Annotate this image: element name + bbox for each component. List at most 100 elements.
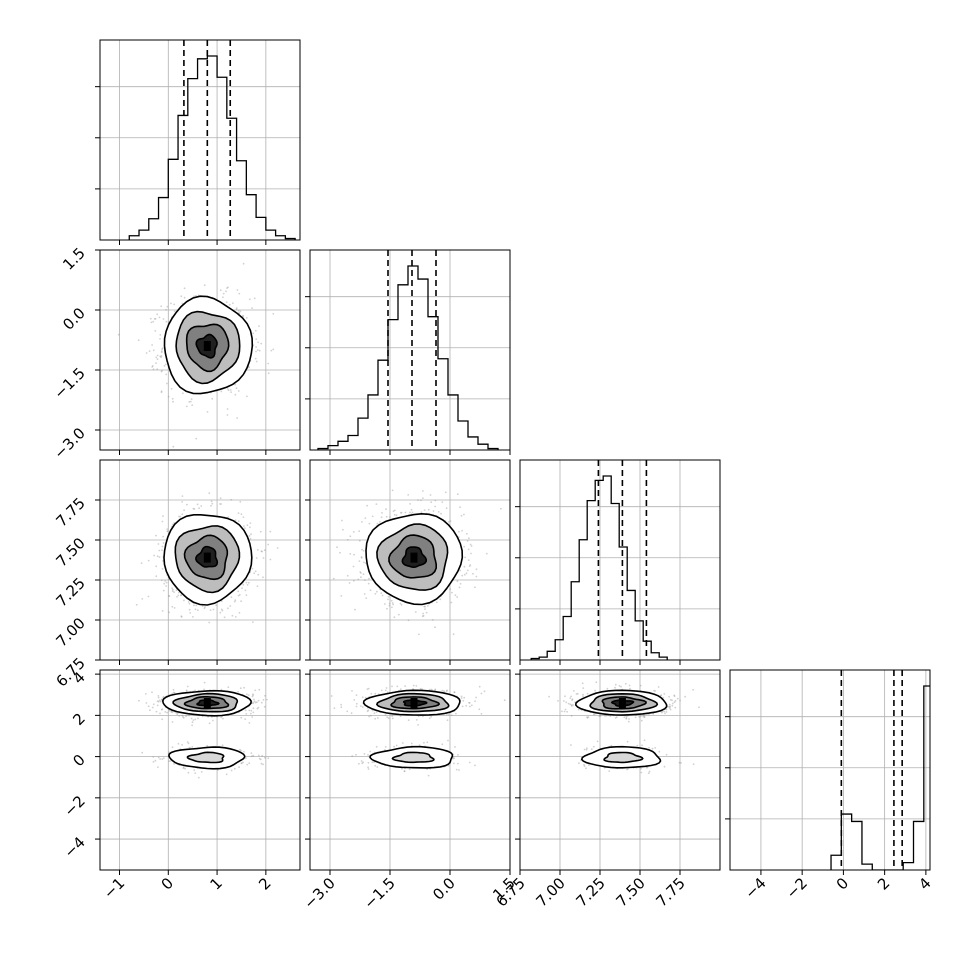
sample-point	[220, 503, 223, 505]
sample-point	[170, 711, 173, 713]
sample-point	[432, 510, 435, 512]
sample-point	[155, 534, 157, 537]
sample-point	[232, 302, 234, 304]
sample-point	[254, 357, 257, 360]
sample-point	[435, 601, 438, 604]
sample-point	[178, 515, 180, 518]
sample-point	[250, 709, 253, 712]
sample-point	[407, 619, 410, 622]
sample-point	[162, 535, 165, 538]
sample-point	[191, 721, 194, 724]
sample-point	[480, 712, 483, 715]
sample-point	[234, 599, 237, 602]
sample-point	[152, 760, 155, 763]
sample-point	[472, 572, 474, 575]
sample-point	[236, 417, 239, 419]
sample-point	[393, 513, 396, 516]
sample-point	[155, 356, 158, 359]
sample-point	[400, 604, 403, 606]
sample-point	[398, 613, 400, 616]
sample-point	[228, 303, 231, 306]
sample-point	[203, 607, 206, 610]
sample-point	[392, 603, 394, 606]
sample-point	[381, 512, 383, 514]
sample-point	[389, 516, 391, 518]
sample-point	[187, 771, 190, 774]
sample-point	[463, 573, 466, 576]
sample-point	[269, 530, 272, 533]
sample-point	[259, 758, 262, 761]
sample-point	[145, 352, 148, 354]
sample-point	[467, 548, 470, 551]
sample-point	[429, 494, 432, 496]
sample-point	[165, 585, 168, 587]
sample-point	[422, 614, 425, 617]
sample-point	[211, 502, 214, 505]
sample-point	[161, 758, 164, 760]
sample-point	[210, 504, 212, 507]
sample-point	[368, 577, 370, 580]
sample-point	[201, 605, 204, 607]
sample-point	[195, 604, 198, 607]
sample-point	[434, 626, 436, 629]
sample-point	[362, 549, 365, 552]
sample-point	[393, 616, 396, 619]
sample-point	[459, 582, 462, 585]
sample-point	[252, 693, 254, 696]
sample-point	[249, 537, 252, 540]
sample-point	[500, 507, 502, 510]
sample-point	[172, 691, 175, 694]
sample-point	[451, 591, 453, 594]
sample-point	[349, 553, 352, 555]
sample-point	[346, 710, 349, 713]
sample-point	[351, 755, 354, 757]
sample-point	[141, 751, 144, 754]
sample-point	[387, 598, 389, 601]
sample-point	[151, 691, 153, 694]
sample-point	[468, 761, 471, 764]
sample-point	[375, 503, 378, 505]
sample-point	[248, 762, 251, 764]
sample-point	[454, 594, 457, 597]
sample-point	[161, 369, 163, 372]
sample-point	[254, 570, 257, 573]
sample-point	[352, 531, 355, 533]
sample-point	[258, 349, 261, 352]
sample-point	[194, 689, 196, 692]
sample-point	[182, 767, 185, 770]
sample-point	[245, 594, 248, 596]
sample-point	[171, 721, 174, 723]
sample-point	[191, 746, 194, 748]
sample-point	[354, 608, 356, 611]
sample-point	[358, 560, 361, 562]
sample-point	[219, 611, 222, 614]
sample-point	[390, 599, 393, 602]
sample-point	[342, 528, 344, 531]
sample-point	[443, 690, 445, 693]
sample-point	[246, 763, 249, 766]
sample-point	[194, 772, 197, 774]
sample-point	[240, 716, 243, 719]
sample-point	[414, 611, 417, 613]
sample-point	[422, 490, 424, 492]
sample-point	[253, 700, 256, 703]
sample-point	[160, 351, 163, 354]
sample-point	[439, 598, 442, 601]
sample-point	[155, 362, 157, 364]
sample-point	[459, 569, 462, 572]
sample-point	[262, 699, 265, 701]
sample-point	[183, 509, 186, 512]
sample-point	[425, 611, 428, 614]
sample-point	[159, 338, 161, 340]
sample-point	[252, 754, 255, 757]
sample-point	[469, 564, 472, 566]
sample-point	[256, 585, 259, 587]
sample-point	[173, 763, 175, 765]
sample-point	[145, 702, 148, 704]
sample-point	[475, 575, 478, 578]
sample-point	[200, 771, 203, 773]
sample-point	[193, 295, 195, 298]
sample-point	[242, 262, 245, 265]
sample-point	[242, 583, 245, 586]
sample-point	[154, 759, 157, 762]
